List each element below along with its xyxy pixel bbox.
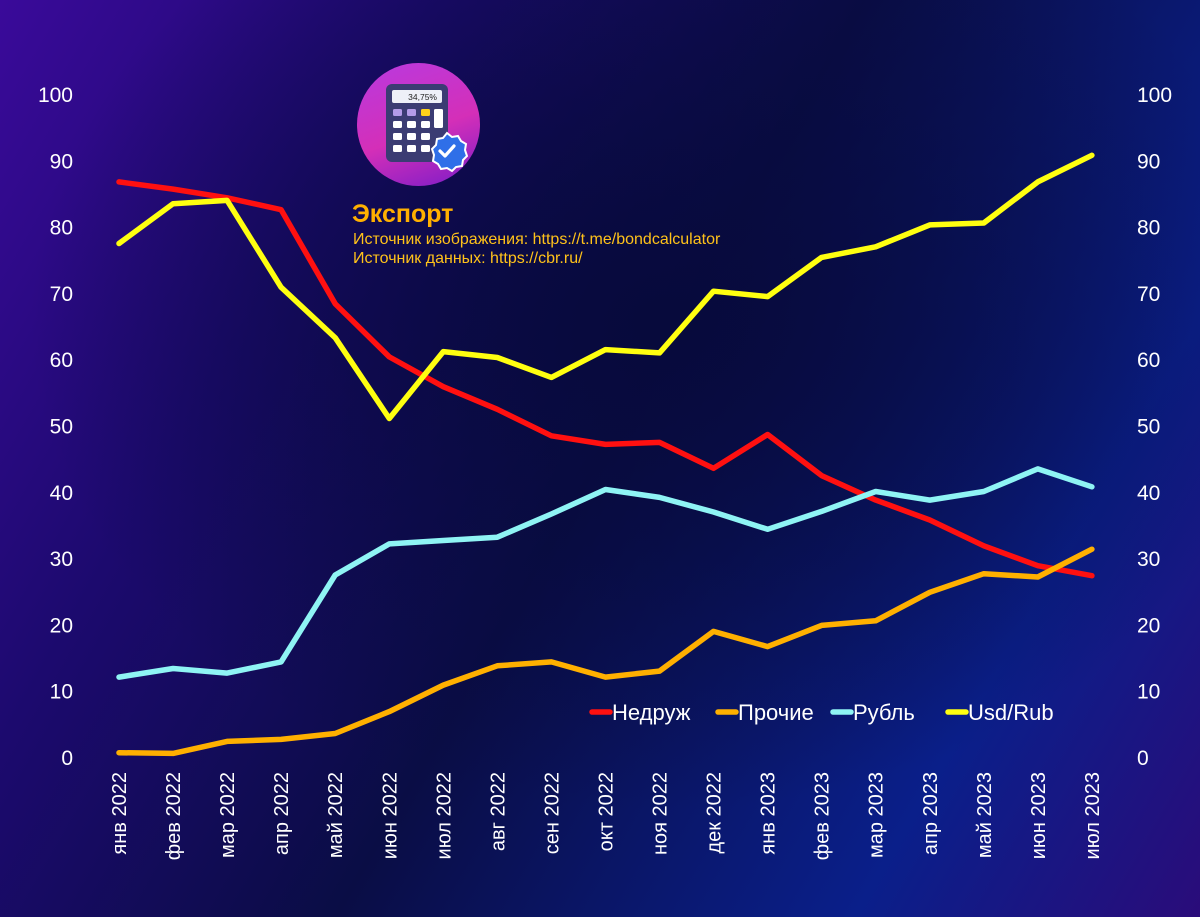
x-tick-label: июн 2022 [379,772,401,859]
y-tick-left: 60 [50,349,73,372]
y-tick-left: 50 [50,416,73,439]
x-tick-label: окт 2022 [595,772,617,851]
x-tick-label: ноя 2022 [650,772,672,855]
legend-label: Недруж [612,700,691,725]
series-line-1 [116,546,1095,757]
x-tick-label: июн 2023 [1028,772,1050,859]
y-tick-right: 60 [1137,349,1160,372]
data-source-text: Источник данных: https://cbr.ru/ [353,250,583,267]
y-axis-left: 0 10 20 30 40 50 60 70 80 90 100 [38,84,73,770]
x-tick-label: апр 2023 [920,772,942,855]
image-source-text: Источник изображения: https://t.me/bondc… [353,231,721,248]
y-axis-right: 0 10 20 30 40 50 60 70 80 90 100 [1137,84,1172,770]
y-tick-right: 20 [1137,614,1160,637]
x-tick-label: дек 2022 [704,772,726,854]
y-tick-right: 90 [1137,150,1160,173]
x-tick-label: июл 2023 [1082,772,1104,859]
y-tick-right: 0 [1137,747,1149,770]
series-line-3 [116,152,1095,422]
x-tick-label: мар 2023 [866,772,888,858]
y-tick-left: 40 [50,482,73,505]
y-tick-left: 10 [50,681,73,704]
y-tick-right: 10 [1137,681,1160,704]
y-tick-right: 100 [1137,84,1172,107]
y-tick-right: 80 [1137,217,1160,240]
series-lines [116,152,1095,757]
y-tick-left: 80 [50,217,73,240]
x-tick-label: май 2023 [974,772,996,858]
y-tick-left: 0 [61,747,73,770]
y-tick-left: 100 [38,84,73,107]
y-tick-left: 30 [50,548,73,571]
legend-label: Прочие [738,700,814,725]
legend-label: Рубль [853,700,915,725]
y-tick-left: 20 [50,614,73,637]
legend-label: Usd/Rub [968,700,1054,725]
x-tick-label: янв 2022 [109,772,131,855]
x-tick-label: июл 2022 [433,772,455,859]
logo-screen-text: 34,75% [408,92,437,102]
chart-title: Экспорт [352,200,454,228]
x-tick-label: авг 2022 [487,772,509,851]
x-tick-label: мар 2022 [217,772,239,858]
series-line-2 [116,466,1095,680]
x-tick-label: фев 2022 [163,772,185,860]
calculator-logo-icon: 34,75% [357,63,480,186]
y-tick-right: 70 [1137,283,1160,306]
x-tick-label: сен 2022 [541,772,563,854]
x-tick-label: фев 2023 [812,772,834,860]
x-axis: янв 2022 фев 2022 мар 2022 апр 2022 май 2022… [109,772,1104,860]
y-tick-right: 50 [1137,416,1160,439]
y-tick-right: 40 [1137,482,1160,505]
x-tick-label: апр 2022 [271,772,293,855]
y-tick-right: 30 [1137,548,1160,571]
x-tick-label: май 2022 [325,772,347,858]
x-tick-label: янв 2023 [758,772,780,855]
y-tick-left: 90 [50,150,73,173]
y-tick-left: 70 [50,283,73,306]
series-line-0 [116,179,1095,579]
legend: Недруж Прочие Рубль Usd/Rub [589,700,1054,725]
